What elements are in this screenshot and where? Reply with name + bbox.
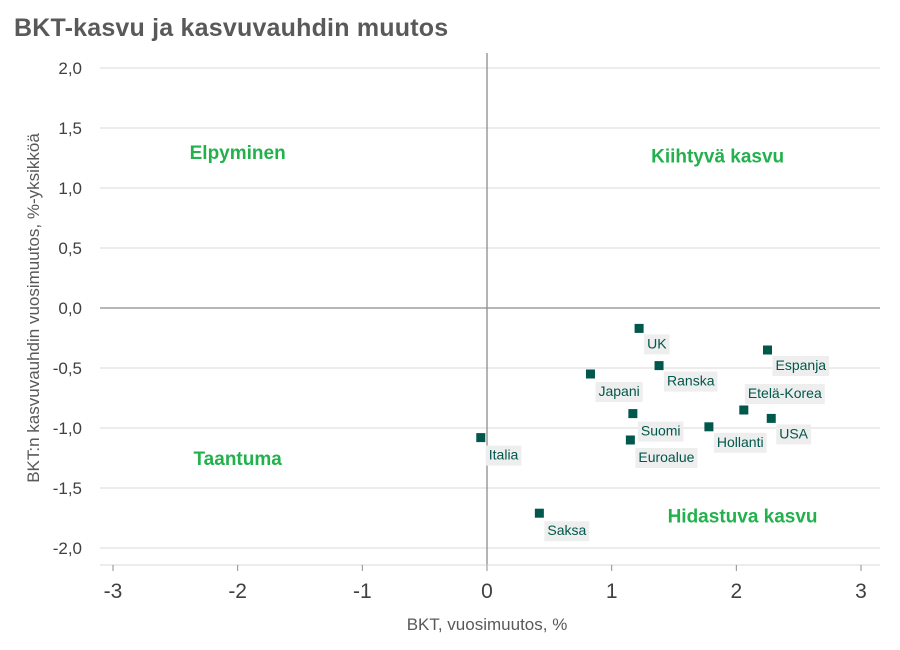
data-point xyxy=(704,422,714,432)
data-point xyxy=(585,369,595,379)
gridlines xyxy=(100,67,880,549)
data-point xyxy=(628,409,638,419)
point-label-background xyxy=(772,356,830,376)
point-label: Italia xyxy=(489,447,519,463)
point-label-background xyxy=(713,432,767,453)
point-label: Saksa xyxy=(547,522,586,538)
data-point xyxy=(763,345,772,355)
x-tick-label: 2 xyxy=(730,580,742,603)
data-points: UK Espanja Ranska Japani Etelä-Korea Suomi USA… xyxy=(476,323,830,542)
quadrant-label: Hidastuva kasvu xyxy=(668,507,818,528)
y-tick-label: 1,5 xyxy=(58,119,82,138)
point-label: USA xyxy=(779,425,808,441)
quadrant-labels: Elpyminen Kiihtyvä kasvu Taantuma Hidastuva… xyxy=(190,143,818,528)
point-label: Japani xyxy=(598,383,639,399)
data-point xyxy=(634,323,644,333)
point-label-background xyxy=(644,334,670,355)
point-label: Hollanti xyxy=(717,434,764,450)
y-tick-label: 2,0 xyxy=(58,59,82,78)
point-label-background xyxy=(485,445,522,466)
point-label: UK xyxy=(647,335,667,351)
x-axis-ticks: -3 -2 -1 0 1 2 3 xyxy=(104,565,867,603)
data-point xyxy=(766,413,776,423)
point-label-background xyxy=(744,384,825,404)
point-label-background xyxy=(664,371,718,392)
y-tick-label: 0,0 xyxy=(58,299,82,318)
y-tick-label: 1,0 xyxy=(58,179,82,198)
point-label: Espanja xyxy=(776,357,827,373)
x-axis-label: BKT, vuosimuutos, % xyxy=(407,615,568,634)
point-label-background xyxy=(637,421,684,442)
y-tick-label: -1,5 xyxy=(53,479,82,498)
y-axis-label: BKT:n kasvuvauhdin vuosimuutos, %-yksikk… xyxy=(24,133,43,483)
quadrant-label: Taantuma xyxy=(193,449,282,470)
x-tick-label: -3 xyxy=(104,580,123,603)
point-label: Suomi xyxy=(641,423,681,439)
point-label-background xyxy=(544,521,590,542)
y-tick-label: -1,0 xyxy=(53,419,82,438)
quadrant-label: Elpyminen xyxy=(190,143,286,164)
point-label-background xyxy=(776,424,812,445)
x-tick-label: 3 xyxy=(855,580,867,603)
y-tick-label: 0,5 xyxy=(58,239,82,258)
point-label: Ranska xyxy=(667,373,715,389)
x-tick-label: -2 xyxy=(228,580,247,603)
data-point xyxy=(739,405,749,415)
x-tick-label: 0 xyxy=(481,580,493,603)
point-label: Etelä-Korea xyxy=(748,385,822,401)
data-point xyxy=(625,435,635,445)
point-label: Euroalue xyxy=(638,449,694,465)
y-tick-label: -2,0 xyxy=(53,539,82,558)
y-tick-label: -0,5 xyxy=(53,359,82,378)
point-label-background xyxy=(635,448,698,468)
data-point xyxy=(476,433,486,443)
x-tick-label: -1 xyxy=(353,580,372,603)
axes xyxy=(100,53,880,566)
point-label-background xyxy=(595,382,643,402)
quadrant-label: Kiihtyvä kasvu xyxy=(651,147,784,168)
y-axis-ticks: 2,0 1,5 1,0 0,5 0,0 -0,5 -1,0 -1,5 -2,0 xyxy=(53,59,82,558)
x-tick-label: 1 xyxy=(606,580,618,603)
chart-title: BKT-kasvu ja kasvuvauhdin muutos xyxy=(14,14,449,42)
data-point xyxy=(534,508,544,518)
data-point xyxy=(654,361,664,371)
